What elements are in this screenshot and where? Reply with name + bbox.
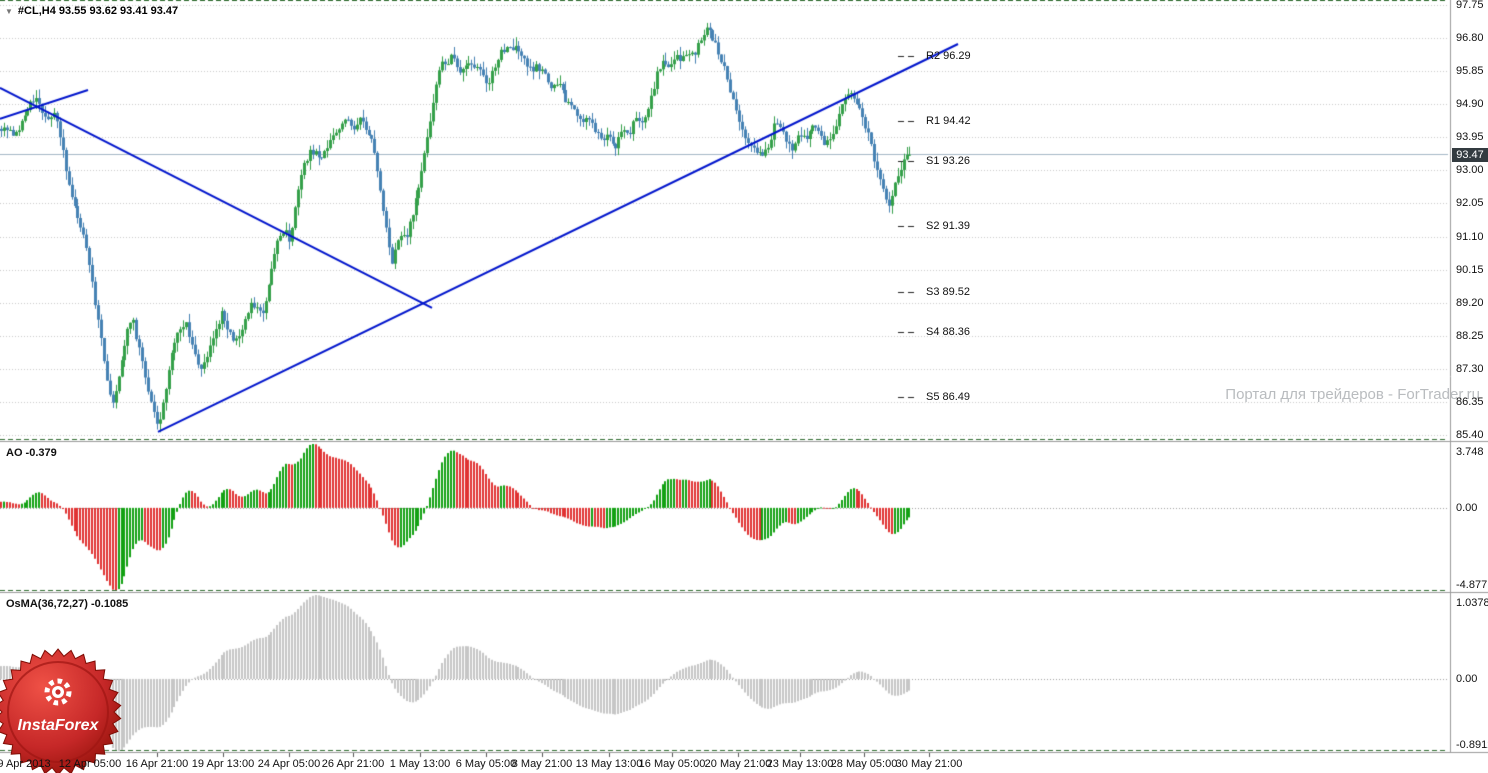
- price-axis-label: 91.10: [1456, 230, 1484, 243]
- indicator-scale-label: 3.748: [1456, 446, 1484, 458]
- time-axis-label: 24 Apr 05:00: [257, 758, 321, 770]
- osma-indicator-label: OsMA(36,72,27) -0.1085: [6, 598, 129, 610]
- price-axis-label: 87.30: [1456, 362, 1484, 375]
- time-axis-label: 12 Apr 05:00: [58, 758, 122, 770]
- time-axis-label: 9 Apr 2013: [0, 758, 51, 770]
- pivot-level-label: S3 89.52: [926, 285, 971, 298]
- pivot-level-label: S2 91.39: [926, 220, 971, 233]
- time-axis-label: 6 May 05:00: [455, 758, 517, 770]
- price-axis-label: 88.25: [1456, 329, 1484, 342]
- price-axis-label: 94.90: [1456, 98, 1484, 111]
- price-axis-label: 93.00: [1456, 164, 1484, 177]
- time-axis-label: 8 May 21:00: [511, 758, 573, 770]
- price-axis-label: 89.20: [1456, 296, 1484, 309]
- time-axis-label: 13 May 13:00: [575, 758, 643, 770]
- price-axis-label: 93.95: [1456, 131, 1484, 144]
- chart-title: ▼ #CL,H4 93.55 93.62 93.41 93.47: [5, 5, 178, 17]
- price-axis-label: 85.40: [1456, 429, 1484, 441]
- pivot-level-label: R2 96.29: [926, 49, 971, 62]
- price-axis-label: 90.15: [1456, 263, 1484, 276]
- chart-title-text: #CL,H4 93.55 93.62 93.41 93.47: [17, 5, 179, 17]
- time-axis-label: 26 Apr 21:00: [321, 758, 385, 770]
- price-axis-label: 97.75: [1456, 0, 1484, 11]
- pivot-level-label: R1 94.42: [926, 114, 971, 127]
- indicator-scale-label: 0.00: [1456, 672, 1478, 685]
- price-axis-label: 96.80: [1456, 32, 1484, 45]
- current-price-badge: 93.47: [1452, 147, 1488, 162]
- ao-indicator-label: AO -0.379: [6, 447, 57, 459]
- indicator-scale-label: -4.877: [1456, 579, 1488, 591]
- pivot-level-label: S1 93.26: [926, 155, 971, 168]
- chevron-down-icon[interactable]: ▼: [5, 7, 13, 16]
- instaforex-logo: InstaForex: [0, 646, 124, 773]
- time-axis-label: 16 May 05:00: [638, 758, 706, 770]
- starburst-shape: [0, 648, 122, 773]
- time-axis-label: 23 May 13:00: [766, 758, 834, 770]
- time-axis-label: 20 May 21:00: [704, 758, 772, 770]
- time-axis-label: 1 May 13:00: [389, 758, 451, 770]
- pivot-level-label: S4 88.36: [926, 325, 971, 338]
- time-axis-label: 28 May 05:00: [830, 758, 898, 770]
- indicator-scale-label: 0.00: [1456, 501, 1478, 514]
- pivot-level-label: S5 86.49: [926, 391, 971, 404]
- indicator-scale-label: -0.8912: [1456, 739, 1488, 751]
- time-axis-label: 30 May 21:00: [895, 758, 963, 770]
- brand-text: InstaForex: [18, 717, 100, 734]
- time-axis-label: 19 Apr 13:00: [191, 758, 255, 770]
- watermark-text: Портал для трейдеров - ForTrader.ru: [1225, 386, 1480, 403]
- price-axis-label: 86.35: [1456, 395, 1484, 408]
- instaforex-badge-svg: InstaForex: [0, 648, 122, 773]
- time-axis-label: 16 Apr 21:00: [125, 758, 189, 770]
- gear-icon: [44, 678, 72, 706]
- price-axis-label: 92.05: [1456, 197, 1484, 210]
- price-axis-label: 95.85: [1456, 65, 1484, 78]
- indicator-scale-label: 1.0378: [1456, 597, 1488, 609]
